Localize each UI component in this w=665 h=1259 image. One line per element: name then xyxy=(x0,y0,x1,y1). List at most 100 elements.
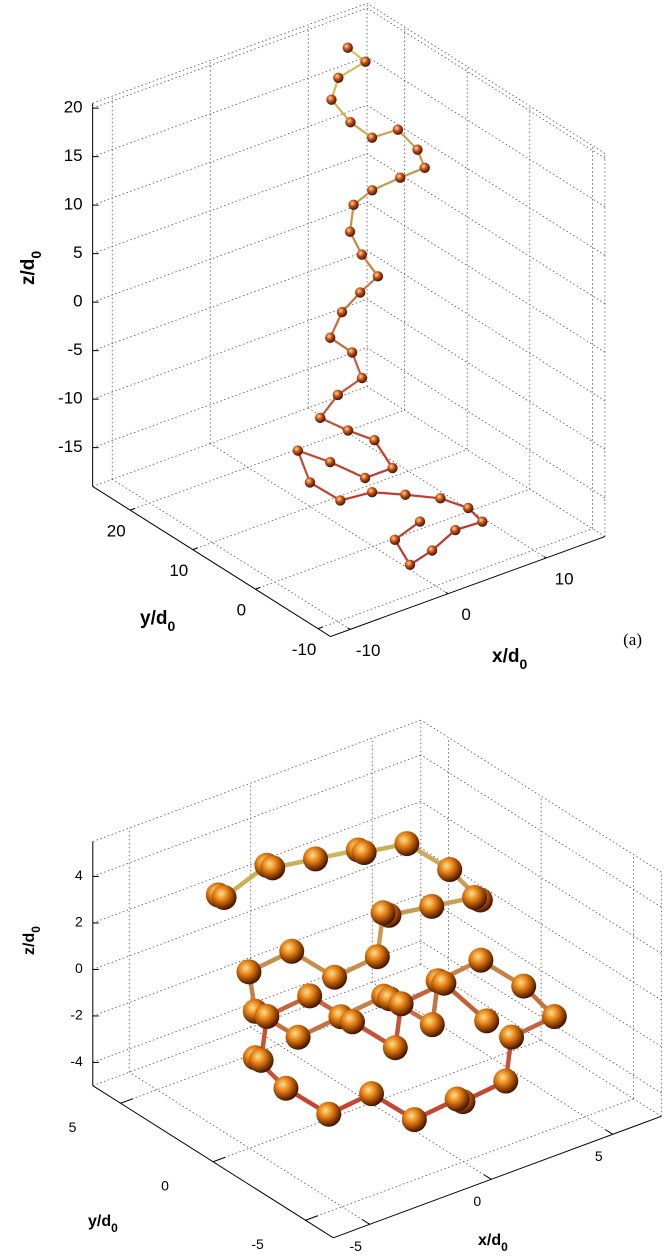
grid-line xyxy=(192,449,468,551)
y-tick-label: 20 xyxy=(107,522,126,541)
bead xyxy=(285,1024,311,1050)
bead xyxy=(346,347,358,358)
bead xyxy=(372,271,384,282)
bond xyxy=(373,439,394,470)
bead xyxy=(388,991,414,1017)
z-tick-label: 20 xyxy=(64,98,83,117)
z-tick-label: -2 xyxy=(70,1007,83,1023)
bead xyxy=(348,199,359,211)
bead xyxy=(355,287,366,298)
bead xyxy=(366,487,378,498)
bead xyxy=(325,332,336,343)
xlabel-subscript: 0 xyxy=(501,1240,508,1254)
x-tick xyxy=(362,1219,371,1225)
bead xyxy=(435,493,446,504)
x-tick-label: 0 xyxy=(461,605,470,624)
zlabel-title: z/d0 xyxy=(18,251,44,285)
ylabel-text: y/d xyxy=(140,608,167,629)
bead xyxy=(335,495,346,506)
grid-line xyxy=(129,1071,370,1225)
bond xyxy=(308,481,342,502)
y-tick xyxy=(192,547,198,551)
grid-line xyxy=(112,478,351,630)
z-tick-label: 2 xyxy=(75,914,83,930)
y-tick xyxy=(305,1215,318,1221)
z-tick-label: 5 xyxy=(73,243,82,262)
z-tick-label: 0 xyxy=(73,292,82,311)
ylabel-subscript: 0 xyxy=(111,1221,118,1235)
z-tick-label: -10 xyxy=(58,389,83,408)
bead xyxy=(273,1075,299,1101)
bead xyxy=(351,840,377,866)
grid-line xyxy=(92,250,368,352)
bead xyxy=(344,226,356,237)
x-tick-label: 10 xyxy=(555,569,574,588)
y-tick-label: 0 xyxy=(161,1177,169,1193)
grid-line xyxy=(420,940,662,1094)
grid-line xyxy=(92,7,368,109)
bead xyxy=(342,42,353,53)
bead xyxy=(395,172,406,183)
grid-line xyxy=(92,201,368,303)
bead xyxy=(499,1024,525,1050)
bead xyxy=(342,425,354,436)
y-tick-label: -10 xyxy=(292,640,317,659)
bead xyxy=(462,884,488,910)
bead xyxy=(356,372,368,384)
bond xyxy=(370,491,407,496)
bead xyxy=(392,124,404,135)
bead xyxy=(419,893,445,919)
bead xyxy=(477,516,488,527)
x-tick xyxy=(347,627,351,630)
grid-line xyxy=(92,104,368,206)
zlabel-text: z/d xyxy=(18,259,39,285)
bead xyxy=(260,855,286,881)
bead xyxy=(437,857,463,883)
box-edge xyxy=(92,719,421,842)
ylabel-text: y/d xyxy=(88,1213,111,1230)
bead xyxy=(303,846,328,872)
xlabel-text: x/d xyxy=(492,646,519,667)
bead xyxy=(359,472,371,484)
z-tick-label: -5 xyxy=(68,340,83,359)
grid-line xyxy=(250,1026,492,1180)
bead xyxy=(404,559,416,571)
grid-line xyxy=(308,407,547,559)
xlabel-title: x/d0 xyxy=(478,1232,508,1254)
grid-line xyxy=(366,7,606,159)
z-tick-label: -4 xyxy=(70,1053,83,1069)
chart-0: -15-10-505101520-1001020-10010x/d0y/d0z/… xyxy=(18,2,642,672)
y-tick-label: 5 xyxy=(69,1119,77,1135)
bond xyxy=(404,493,442,500)
grid-line xyxy=(92,347,368,449)
y-tick xyxy=(120,1098,133,1104)
ylabel-title: y/d0 xyxy=(140,608,175,634)
z-tick-label: -15 xyxy=(58,437,83,456)
bead xyxy=(316,1101,342,1127)
bead xyxy=(493,1068,519,1094)
grid-line xyxy=(92,56,368,158)
bead xyxy=(474,1008,500,1034)
grid-line xyxy=(92,153,368,255)
bead xyxy=(431,970,457,996)
grid-line xyxy=(366,56,606,208)
xlabel-title: x/d0 xyxy=(492,646,527,672)
box-edge xyxy=(92,2,368,104)
z-tick-label: 10 xyxy=(64,195,83,214)
box-edge xyxy=(420,963,662,1117)
bond xyxy=(339,491,374,502)
bead xyxy=(444,1086,470,1112)
y-tick-label: 10 xyxy=(169,561,188,580)
grid-line xyxy=(366,104,606,256)
grid-line xyxy=(92,298,368,400)
bead xyxy=(401,1107,427,1133)
y-tick xyxy=(317,626,324,630)
bead xyxy=(419,162,430,174)
bead xyxy=(450,524,461,536)
grid-line xyxy=(420,754,662,908)
x-tick xyxy=(543,555,547,559)
bead xyxy=(359,1081,385,1107)
x-tick-label: -10 xyxy=(356,641,381,660)
